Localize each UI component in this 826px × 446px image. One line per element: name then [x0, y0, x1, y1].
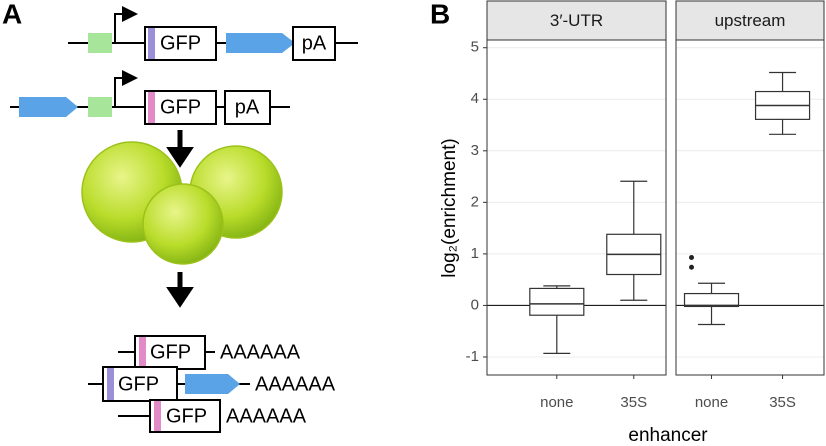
promoter-arrow [114, 70, 138, 107]
down-arrow-head [166, 147, 194, 168]
enhancer-arrow [226, 33, 295, 53]
outlier [689, 264, 695, 270]
gene-label: GFP [118, 373, 159, 395]
y-tick-label: 4 [471, 90, 479, 107]
facet-title: 3′-UTR [550, 11, 603, 30]
gfp-box [134, 335, 206, 370]
gfp-box [149, 399, 221, 433]
enhancer-box [88, 33, 112, 53]
facet-strip [675, 0, 825, 41]
polya-tail: AAAAAA [220, 341, 301, 363]
terminator-label: pA [302, 32, 327, 54]
box [683, 292, 740, 308]
box [529, 287, 585, 316]
y-axis-label: log₂(enrichment) [439, 138, 460, 277]
stripe [139, 337, 146, 368]
y-tick-label: 3 [471, 142, 479, 159]
enhancer-box [88, 97, 112, 117]
stripe [107, 368, 114, 400]
polya-tail: AAAAAA [226, 405, 307, 427]
down-arrow-head [166, 287, 194, 308]
gfp-box [144, 26, 217, 61]
panel-a: A GFP pA GFP pA GFP AAAAAA [2, 0, 358, 433]
enhancer-arrow [19, 97, 78, 117]
terminator-label: pA [235, 96, 260, 118]
gene-label: GFP [166, 405, 207, 427]
enhancer-arrow [185, 374, 240, 394]
panel-border [675, 39, 825, 376]
x-tick-label: 35S [769, 394, 796, 411]
facet-title: upstream [715, 11, 786, 30]
gene-label: GFP [160, 32, 201, 54]
y-tick-label: 5 [471, 39, 479, 56]
x-tick-label: 35S [620, 394, 647, 411]
stripe [148, 92, 155, 123]
pa-box [224, 90, 271, 125]
stripe [148, 28, 155, 59]
stripe [154, 401, 161, 431]
pa-box [292, 26, 336, 61]
panel-label: A [2, 0, 22, 29]
panel-border [486, 39, 667, 376]
cell [142, 183, 224, 265]
x-tick-label: none [540, 394, 573, 411]
panel-label: B [430, 0, 450, 29]
x-tick-label: none [695, 394, 728, 411]
y-tick-label: 0 [471, 296, 479, 313]
promoter-arrow [114, 6, 138, 43]
gene-label: GFP [150, 341, 191, 363]
y-tick-label: 1 [471, 245, 479, 262]
panel-background [487, 40, 666, 375]
outlier [689, 254, 695, 260]
gfp-box [102, 366, 178, 402]
gene-label: GFP [160, 96, 201, 118]
polya-tail: AAAAAA [255, 373, 336, 395]
facet-strip [486, 0, 667, 41]
y-tick-label: -1 [466, 348, 479, 365]
y-tick-label: 2 [471, 193, 479, 210]
gfp-box [144, 90, 217, 125]
x-axis-label: enhancer [628, 425, 708, 446]
